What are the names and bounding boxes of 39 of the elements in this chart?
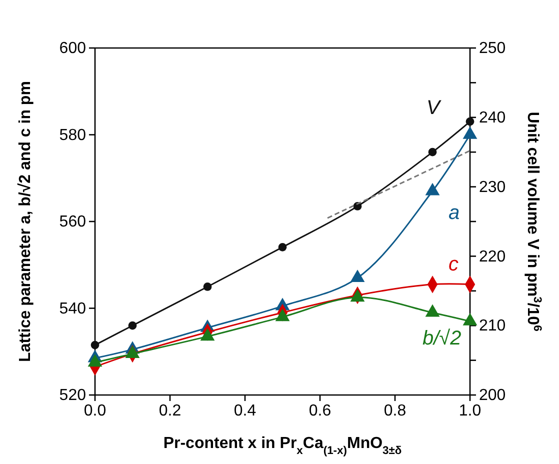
point bbox=[88, 354, 102, 367]
point bbox=[466, 117, 474, 126]
x-tick-label: 0.6 bbox=[308, 402, 332, 420]
point bbox=[350, 270, 365, 282]
point bbox=[125, 345, 140, 358]
y-tick-label: 580 bbox=[59, 126, 86, 144]
x-tick-label: 0.4 bbox=[234, 402, 256, 420]
y2-tick-label: 240 bbox=[479, 110, 506, 127]
point bbox=[128, 321, 137, 330]
series-label: a bbox=[448, 202, 460, 224]
x-tick-label: 0.0 bbox=[84, 402, 106, 420]
y-tick-label: 540 bbox=[59, 300, 86, 318]
y2-tick-label: 250 bbox=[479, 40, 506, 58]
point bbox=[200, 328, 215, 341]
y2-tick-label: 220 bbox=[479, 248, 506, 266]
point bbox=[462, 126, 478, 139]
series-label: V bbox=[426, 97, 442, 120]
y-axis-title: Lattice parameter a, b/√2 and c in pm bbox=[17, 81, 34, 362]
point bbox=[462, 312, 478, 326]
x-axis-title: Pr-content x in Pr$_{x}$Ca$_{(1-x)}$MnO$_{3±δ}$ bbox=[163, 435, 402, 457]
y2-tick-label: 230 bbox=[479, 178, 506, 196]
x-tick-label: 0.8 bbox=[384, 402, 406, 420]
y-tick-label: 520 bbox=[59, 387, 86, 404]
point bbox=[428, 148, 437, 156]
x-tick-label: 1.0 bbox=[458, 402, 482, 420]
point bbox=[425, 182, 440, 196]
y-tick-label: 560 bbox=[59, 214, 86, 231]
y-tick-label: 600 bbox=[59, 40, 86, 58]
point bbox=[203, 282, 212, 291]
point bbox=[350, 289, 365, 302]
y2-tick-label: 210 bbox=[479, 318, 506, 335]
x-tick-label: 0.2 bbox=[158, 402, 182, 420]
point bbox=[90, 340, 100, 350]
y2-tick-label: 200 bbox=[479, 387, 506, 404]
point bbox=[275, 308, 290, 322]
series-label: b/√2 bbox=[422, 328, 462, 350]
point bbox=[278, 243, 287, 252]
point bbox=[425, 304, 440, 317]
series-label: c bbox=[448, 253, 458, 276]
